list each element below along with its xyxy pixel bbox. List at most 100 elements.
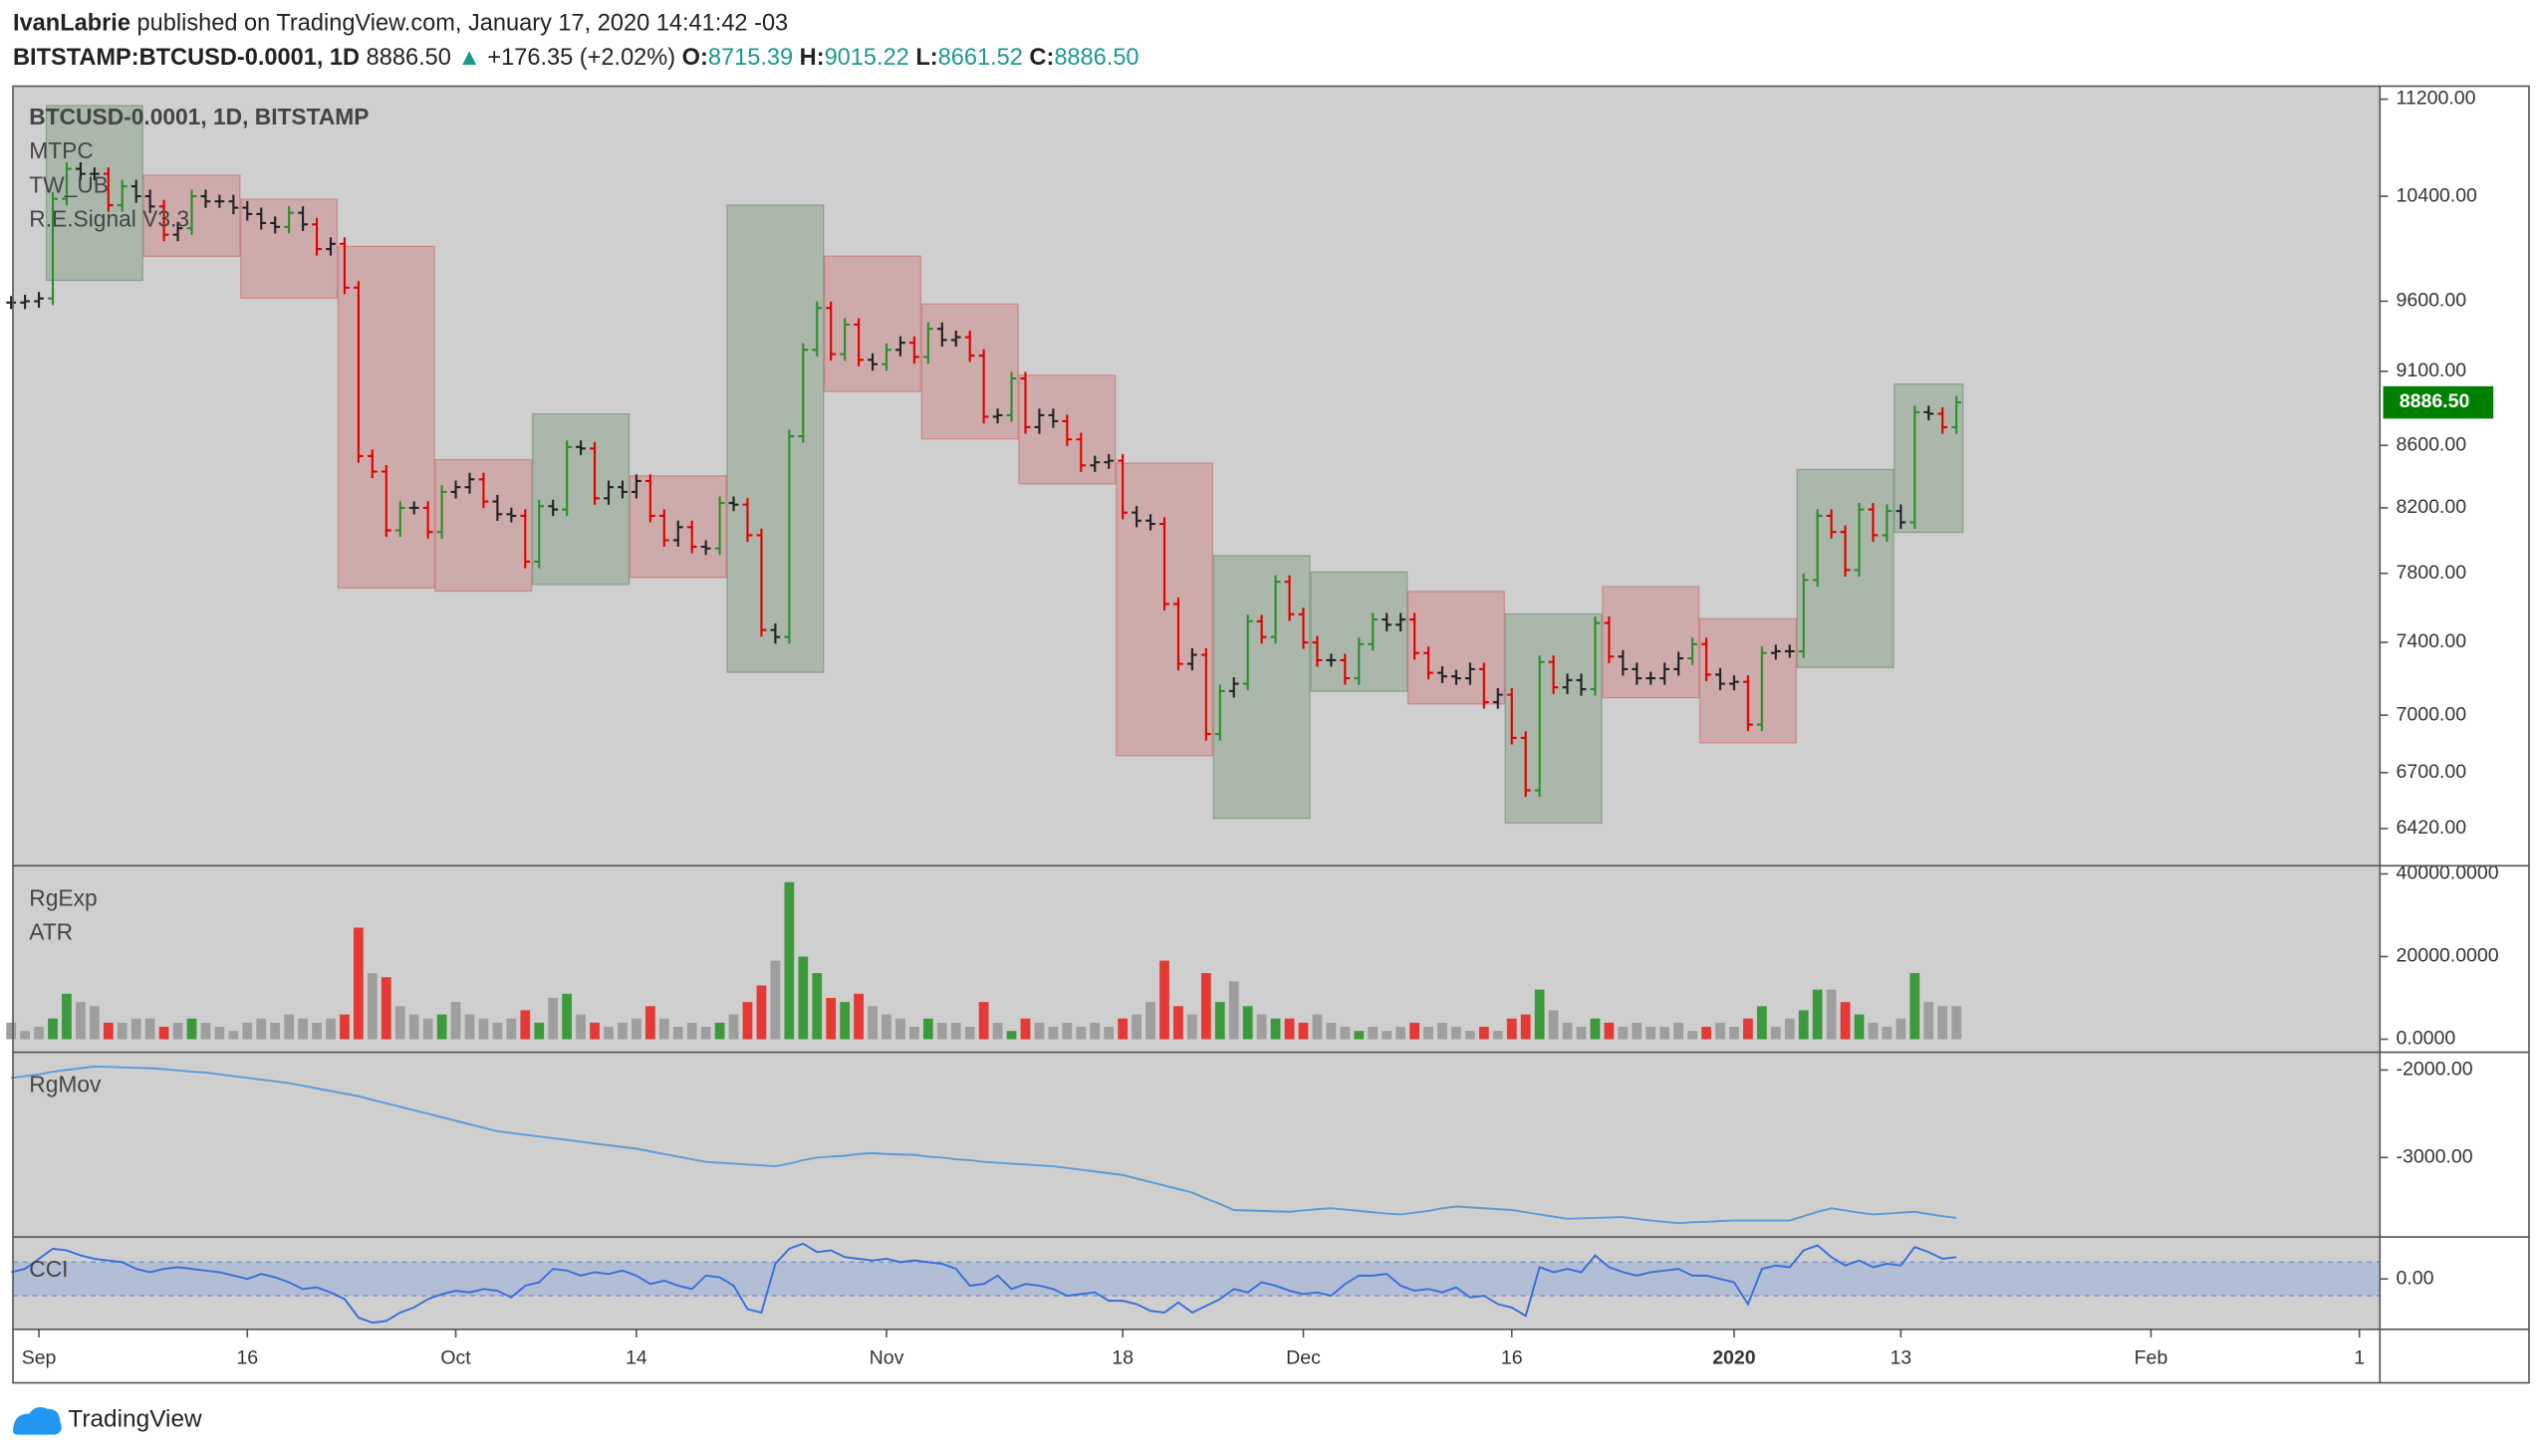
l-label: L: xyxy=(915,44,937,70)
price-bar xyxy=(964,331,975,363)
price-bar xyxy=(1701,637,1711,682)
volume-bar xyxy=(1396,1027,1406,1040)
volume-bar xyxy=(590,1022,600,1040)
price-bar xyxy=(895,336,905,357)
volume-bar xyxy=(1729,1027,1739,1040)
price-bar xyxy=(700,540,711,556)
price-bar xyxy=(1242,614,1253,691)
volume-bar xyxy=(1520,1014,1531,1040)
volume-bar xyxy=(1854,1014,1865,1040)
volume-bar xyxy=(1173,1006,1183,1040)
y-tick-label: 8600.00 xyxy=(2397,433,2467,455)
last-price-box xyxy=(2383,385,2494,419)
symbol: BITSTAMP:BTCUSD-0.0001, 1D xyxy=(13,44,360,70)
price-bar xyxy=(1437,666,1447,683)
volume-bar xyxy=(1506,1018,1517,1040)
price-bar xyxy=(1742,675,1753,732)
price-bar xyxy=(1840,525,1851,577)
logo xyxy=(13,1406,62,1435)
price-bar xyxy=(672,520,683,548)
price-bar xyxy=(978,349,989,424)
price-bar xyxy=(1548,655,1559,694)
volume-bar xyxy=(1659,1027,1670,1040)
volume-bar xyxy=(130,1018,141,1040)
price-bar xyxy=(1896,504,1906,530)
volume-bar xyxy=(1437,1022,1447,1040)
price-bar xyxy=(784,429,795,644)
volume-bar xyxy=(548,997,559,1040)
volume-bar xyxy=(144,1018,155,1040)
y-tick-label: 7400.00 xyxy=(2397,630,2467,652)
volume-bar xyxy=(326,1018,336,1040)
price-bar xyxy=(854,318,864,366)
plot-layer: 11200.00 10400.00 9600.00 9100.00 8600.00 820… xyxy=(6,88,2499,1325)
h-label: H: xyxy=(800,44,825,70)
volume-bar xyxy=(186,1018,197,1040)
price-bar xyxy=(1909,405,1920,530)
price-bar xyxy=(1562,673,1573,694)
volume-bar xyxy=(826,997,837,1040)
price-bar xyxy=(1214,684,1225,741)
volume-bar xyxy=(1784,1018,1795,1040)
change: +176.35 (+2.02%) xyxy=(487,44,675,70)
price-bar xyxy=(1520,731,1531,798)
legend-entry: R.E.Signal V3.3 xyxy=(29,206,189,232)
price-bar xyxy=(436,485,447,539)
y-tick-label: 11200.00 xyxy=(2397,88,2476,110)
volume-bar xyxy=(1923,1002,1934,1040)
frame xyxy=(12,85,2530,1384)
volume-bar xyxy=(48,1018,58,1040)
volume-bar xyxy=(686,1022,697,1040)
volume-bar xyxy=(1256,1014,1267,1040)
price-bar xyxy=(618,480,628,499)
volume-bar xyxy=(1632,1022,1643,1040)
price-bar xyxy=(1812,509,1823,588)
y-tick-label: 9600.00 xyxy=(2397,290,2467,312)
y-tick-label: 6700.00 xyxy=(2397,761,2467,783)
volume-bar xyxy=(312,1022,322,1040)
x-tick-label: 1 xyxy=(2354,1346,2365,1368)
volume-bar xyxy=(6,1022,17,1040)
volume-bar xyxy=(1284,1018,1295,1040)
price-bar xyxy=(200,189,211,208)
price-bar xyxy=(76,162,86,181)
o-label: O: xyxy=(682,44,708,70)
last-price-label: 8886.50 xyxy=(2400,390,2470,412)
volume-bar xyxy=(1576,1027,1587,1040)
volume-bar xyxy=(270,1022,281,1040)
volume-bar xyxy=(1742,1018,1753,1040)
price-bar xyxy=(812,301,823,357)
chart-title: BTCUSD-0.0001, 1D, BITSTAMP xyxy=(29,104,369,129)
price-bar xyxy=(1312,635,1323,667)
price-bar xyxy=(242,200,253,221)
price-bar xyxy=(20,294,30,310)
volume-bar xyxy=(1423,1027,1433,1040)
x-tick-label: 16 xyxy=(1501,1346,1523,1368)
price-bar xyxy=(1132,506,1142,528)
publish-line: IvanLabrie published on TradingView.com,… xyxy=(13,10,788,36)
price-bar xyxy=(1200,647,1211,741)
price-bar xyxy=(604,480,614,505)
price-bar xyxy=(936,322,947,348)
volume-bar xyxy=(1020,1018,1031,1040)
price-bar xyxy=(562,440,573,517)
price-bar xyxy=(1020,371,1031,434)
price-bar xyxy=(1576,673,1587,696)
price-bar xyxy=(756,528,767,637)
volume-bar xyxy=(1187,1014,1197,1040)
price-bar xyxy=(1868,502,1879,543)
price-bar xyxy=(34,292,44,309)
volume-bar xyxy=(728,1014,739,1040)
price-bar xyxy=(1006,371,1017,422)
cci-band xyxy=(13,1262,2381,1297)
volume-bar xyxy=(868,1006,878,1040)
volume-bar xyxy=(1368,1027,1379,1040)
volume-bar xyxy=(284,1014,295,1040)
price-bar xyxy=(1673,651,1684,676)
signal-zone xyxy=(1406,591,1505,705)
price-bar xyxy=(840,318,851,362)
volume-bar xyxy=(450,1002,461,1040)
price-bar xyxy=(548,499,559,517)
y-tick-label: 9100.00 xyxy=(2397,360,2467,381)
volume-bar xyxy=(1701,1027,1711,1040)
